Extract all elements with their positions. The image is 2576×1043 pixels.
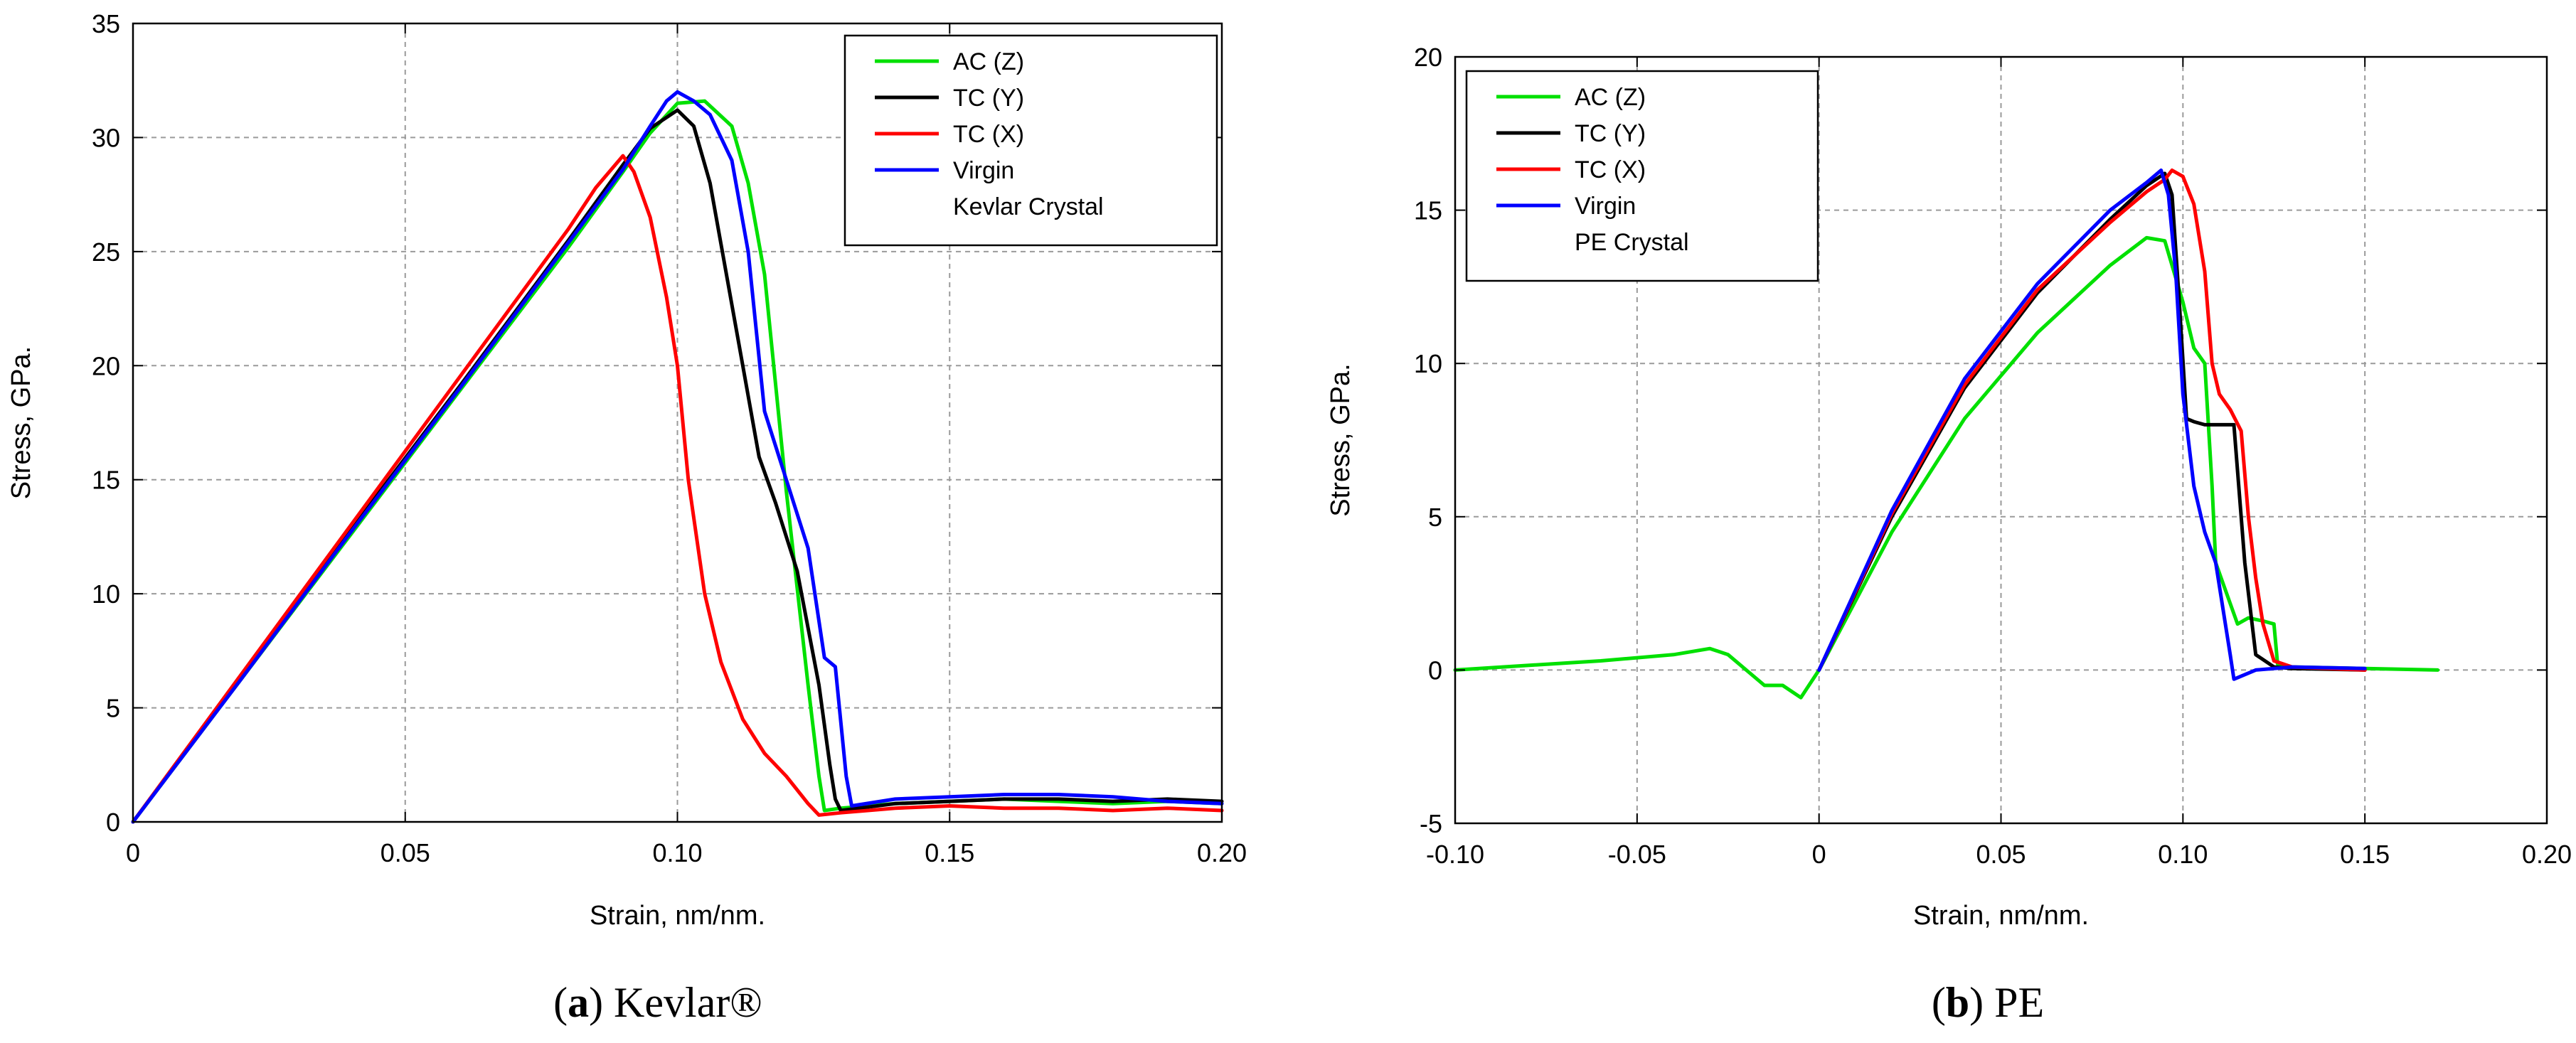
x-tick-label: 0.20 — [2522, 840, 2572, 869]
x-tick-label: 0.10 — [652, 838, 702, 867]
y-tick-label: 0 — [1428, 656, 1442, 685]
y-axis-label: Stress, GPa. — [1326, 363, 1356, 516]
y-tick-label: 5 — [1428, 503, 1442, 532]
caption-paren-open: ( — [1932, 979, 1946, 1026]
series-line-virgin — [131, 90, 1224, 824]
x-tick-label: 0.15 — [2340, 840, 2390, 869]
x-axis-label: Strain, nm/nm. — [590, 901, 765, 931]
x-tick-label: 0 — [1812, 840, 1826, 869]
y-tick-label: 35 — [92, 9, 120, 38]
figure-caption: (b) PE — [1932, 979, 2044, 1026]
caption-letter: b — [1946, 979, 1969, 1026]
legend-label: TC (Y) — [953, 85, 1024, 112]
legend-label: Virgin — [953, 157, 1014, 184]
y-axis-label: Stress, GPa. — [6, 346, 36, 499]
legend-box — [1465, 70, 1819, 282]
legend-label: AC (Z) — [1575, 84, 1646, 111]
legend: AC (Z) TC (Y) TC (X) Virgin Kevlar Crystal — [843, 34, 1218, 247]
y-tick-label: 0 — [106, 808, 120, 837]
y-tick-label: 15 — [92, 466, 120, 495]
series-line-tc-x — [131, 154, 1224, 824]
series-line-virgin — [1817, 169, 2367, 681]
legend: AC (Z) TC (Y) TC (X) Virgin PE Crystal — [1465, 70, 1819, 282]
x-tick-label: 0.20 — [1197, 838, 1247, 867]
legend-label: Kevlar Crystal — [953, 193, 1104, 220]
legend-label: Virgin — [1575, 193, 1636, 220]
y-tick-label: 20 — [92, 351, 120, 380]
x-tick-label: 0.10 — [2158, 840, 2208, 869]
caption-text: ) PE — [1969, 979, 2044, 1026]
legend-label: AC (Z) — [953, 48, 1024, 75]
x-tick-label: -0.05 — [1608, 840, 1666, 869]
caption-paren-open: ( — [553, 979, 568, 1026]
figure-caption: (a) Kevlar® — [553, 979, 762, 1026]
y-tick-label: 30 — [92, 123, 120, 152]
y-tick-label: 10 — [92, 579, 120, 609]
legend-label: TC (X) — [1575, 156, 1646, 183]
x-tick-label: 0 — [126, 838, 140, 867]
y-tick-label: 5 — [106, 694, 120, 723]
legend-box — [843, 34, 1218, 247]
y-tick-label: 10 — [1414, 349, 1442, 378]
chart-kevlar: 0 0.05 0.10 0.15 0.20 0 5 10 15 20 25 30 35 Strain, n… — [6, 9, 1247, 1026]
y-tick-label: 25 — [92, 237, 120, 267]
y-tick-label: 15 — [1414, 196, 1442, 225]
legend-label: PE Crystal — [1575, 229, 1689, 256]
y-tick-label: 20 — [1414, 43, 1442, 72]
x-axis-label: Strain, nm/nm. — [1913, 901, 2089, 931]
caption-letter: a — [568, 979, 589, 1026]
legend-label: TC (Y) — [1575, 120, 1646, 147]
x-tick-label: 0.05 — [1976, 840, 2026, 869]
caption-text: ) Kevlar® — [589, 979, 762, 1026]
y-tick-label: -5 — [1420, 809, 1442, 838]
x-tick-label: -0.10 — [1426, 840, 1484, 869]
series-line-tc-x — [1817, 169, 2367, 672]
x-tick-label: 0.15 — [925, 838, 974, 867]
legend-label: TC (X) — [953, 121, 1024, 148]
x-tick-label: 0.05 — [380, 838, 430, 867]
chart-pe: -0.10 -0.05 0 0.05 0.10 0.15 0.20 -5 0 5 10 15 20 Str… — [1326, 43, 2572, 1026]
